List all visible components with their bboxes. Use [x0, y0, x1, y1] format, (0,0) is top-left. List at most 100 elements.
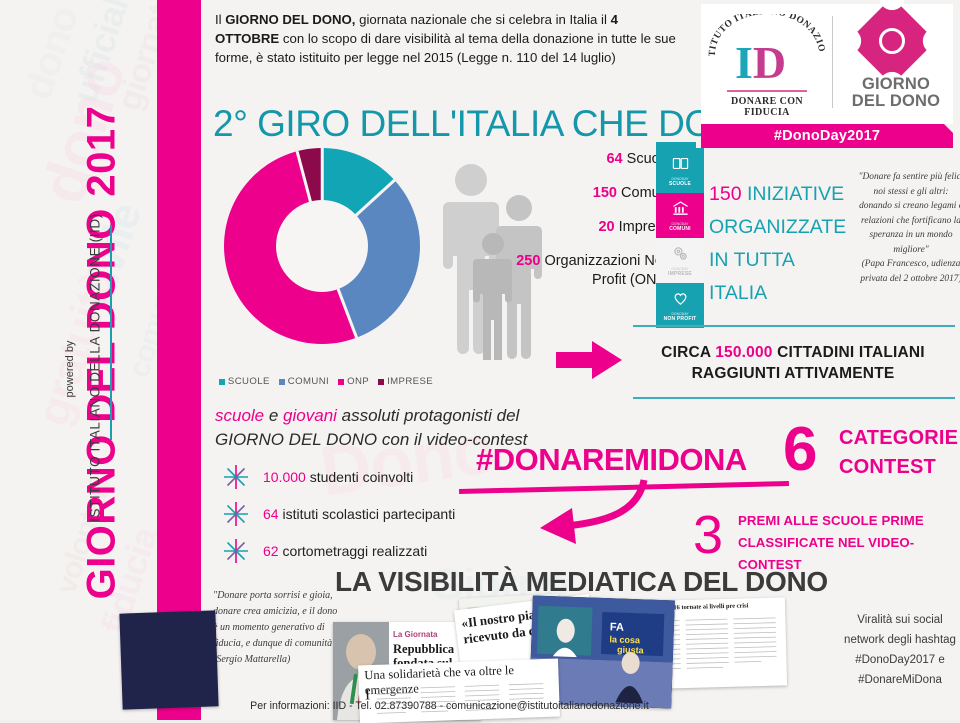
pope-quote: "Donare fa sentire più felici noi stessi…	[856, 170, 960, 286]
initiatives-block: 150 INIZIATIVE ORGANIZZATE IN TUTTA ITAL…	[709, 178, 854, 310]
intro-part-1: Il	[215, 12, 226, 27]
stats-list: 64 Scuole 150 Comuni 20 Imprese 250 Organiz…	[501, 150, 671, 305]
bullet-number: 62	[263, 542, 279, 559]
categories-label-2: CONTEST	[839, 456, 936, 478]
legend-label: IMPRESE	[387, 376, 434, 387]
main-content: Il GIORNO DEL DONO, giornata nazionale c…	[119, 0, 960, 723]
tile-label: COMUNI	[669, 225, 691, 232]
book-icon	[672, 155, 689, 177]
teal-accent-bar	[656, 142, 696, 149]
legend-item: COMUNI	[278, 376, 329, 387]
divider-top	[633, 325, 955, 327]
petal-icon	[873, 0, 911, 16]
lead-rest: assoluti protagonisti del	[336, 406, 520, 425]
reach-number: 150.000	[715, 344, 773, 361]
logo-separator	[832, 16, 833, 108]
people-silhouettes-icon	[443, 164, 542, 360]
viral-note: Viralità sui social network degli hashta…	[844, 614, 956, 686]
donut-hole	[224, 148, 420, 344]
tile-non-profit[interactable]: DONODAY NON PROFIT	[656, 283, 704, 328]
iid-letter-d: D	[752, 37, 787, 88]
reach-line-1: CIRCA 150.000 CITTADINI ITALIANI	[633, 342, 953, 363]
legend-item: SCUOLE	[218, 376, 270, 387]
diamond-mark	[829, 0, 955, 104]
stat-number: 250	[516, 253, 541, 269]
reach-prefix: CIRCA	[661, 344, 716, 361]
petal-icon	[917, 22, 955, 60]
tile-label: IMPRESE	[668, 270, 692, 277]
tile-brand: DONODAY	[671, 266, 689, 271]
svg-text:I: I	[365, 686, 371, 703]
legend-swatch	[218, 378, 225, 385]
building-icon	[672, 200, 689, 222]
svg-text:giusta: giusta	[617, 645, 645, 656]
tv-studio-photo-icon: FA la cosa giusta	[529, 595, 675, 709]
gears-icon	[672, 245, 689, 267]
prizes-count: 3	[693, 505, 724, 565]
press-clipping-solidarieta: Una solidarietà che va oltre le emergenz…	[358, 658, 560, 723]
curved-arrow-icon	[540, 479, 648, 544]
clipping-columns-icon: I	[365, 683, 544, 714]
sidebar-divider	[110, 225, 112, 440]
categories-labels: CATEGORIE CONTEST	[839, 424, 958, 482]
tile-imprese[interactable]: DONODAY IMPRESE	[656, 238, 704, 283]
prizes-labels: PREMI ALLE SCUOLE PRIME CLASSIFICATE NEL…	[738, 510, 960, 576]
bullet-row: 64 istituti scolastici partecipanti	[223, 495, 623, 532]
intro-bold-1: GIORNO DEL DONO,	[225, 12, 356, 27]
iid-logo: ISTITUTO ITALIANO DONAZIONE ID DONARE CO…	[707, 10, 827, 118]
diamond-core-icon	[879, 28, 905, 54]
lead-highlight-1: scuole	[215, 406, 265, 425]
press-clipping-tv: FA la cosa giusta	[529, 595, 675, 709]
bullet-text: 64 istituti scolastici partecipanti	[263, 506, 455, 522]
legend-swatch	[278, 378, 285, 385]
sidebar: GIORNO DEL DONO 2017 powered by ISTITUTO…	[0, 0, 157, 720]
donoday-banner: #DonoDay2017	[701, 124, 953, 148]
gdd-line-1: GIORNO	[861, 75, 931, 93]
stat-row: 64 Scuole	[501, 150, 671, 169]
mattarella-quote-text: "Donare porta sorrisi e gioia, donare cr…	[213, 590, 338, 649]
initiatives-line-1: 150 INIZIATIVE	[709, 178, 854, 211]
schools-bullets: 10.000 studenti coinvolti 64 istituti sco…	[223, 458, 623, 569]
stat-row: 150 Comuni	[501, 184, 671, 203]
iid-monogram: ID	[735, 40, 786, 86]
lead-highlight-2: giovani	[283, 406, 337, 425]
intro-bold-2: 4 OTTOBRE	[215, 12, 618, 46]
gdd-wordmark: GIORNO DEL DONO	[843, 76, 949, 110]
stat-label: Organizzazioni Non Profit (ONP)	[540, 253, 671, 288]
pope-quote-attribution: (Papa Francesco, udienza privata del 2 o…	[860, 259, 960, 284]
media-section-title: LA VISIBILITÀ MEDIATICA DEL DONO	[335, 566, 828, 597]
chart-legend: SCUOLE COMUNI ONP IMPRESE	[216, 376, 436, 387]
footer-contact: Per informazioni: IID - Tel. 02.87390788…	[250, 700, 649, 712]
campaign-hashtag: #DONAREMIDONA	[476, 442, 747, 477]
tile-brand: DONODAY	[671, 176, 689, 181]
bullet-label: cortometraggi realizzati	[278, 542, 428, 559]
iid-letter-i: I	[735, 37, 753, 88]
tile-comuni[interactable]: DONODAY COMUNI	[656, 193, 704, 238]
asterisk-icon	[223, 501, 249, 527]
iid-tagline: DONARE CON FIDUCIA	[730, 96, 804, 118]
legend-label: SCUOLE	[227, 376, 270, 387]
bullet-number: 64	[263, 505, 279, 522]
bullet-row: 10.000 studenti coinvolti	[223, 458, 623, 495]
press-clipping-gdd-stage	[119, 610, 219, 710]
gdd-line-2: DEL DONO	[851, 92, 941, 110]
iid-rule	[727, 90, 807, 92]
svg-text:FA: FA	[610, 621, 625, 633]
mattarella-quote: "Donare porta sorrisi e gioia, donare cr…	[213, 588, 338, 668]
bullet-text: 62 cortometraggi realizzati	[263, 543, 427, 559]
reach-suffix: CITTADINI ITALIANI	[772, 344, 925, 361]
bullet-label: studenti coinvolti	[305, 468, 414, 485]
sidebar-org: ISTITUTO ITALIANO DELLA DONAZIONE (IID)	[87, 213, 103, 522]
lead-mid: e	[264, 406, 284, 425]
clipping-kicker: La Giornata	[393, 630, 438, 639]
stat-number: 64	[606, 151, 623, 167]
iid-arc-text: ISTITUTO ITALIANO DONAZIONE	[707, 14, 826, 56]
lead-line-2: GIORNO DEL DONO con il video-contest	[215, 430, 528, 449]
tile-label: NON PROFIT	[663, 315, 697, 322]
legend-swatch	[338, 378, 345, 385]
page-title: 2° GIRO DELL'ITALIA CHE DONA	[213, 103, 764, 144]
logo-block: ISTITUTO ITALIANO DONAZIONE ID DONARE CO…	[701, 0, 955, 124]
initiatives-line-2: ORGANIZZATE	[709, 216, 847, 238]
tile-scuole[interactable]: DONODAY SCUOLE	[656, 148, 704, 193]
schools-lead: scuole e giovani assoluti protagonisti d…	[215, 404, 605, 452]
